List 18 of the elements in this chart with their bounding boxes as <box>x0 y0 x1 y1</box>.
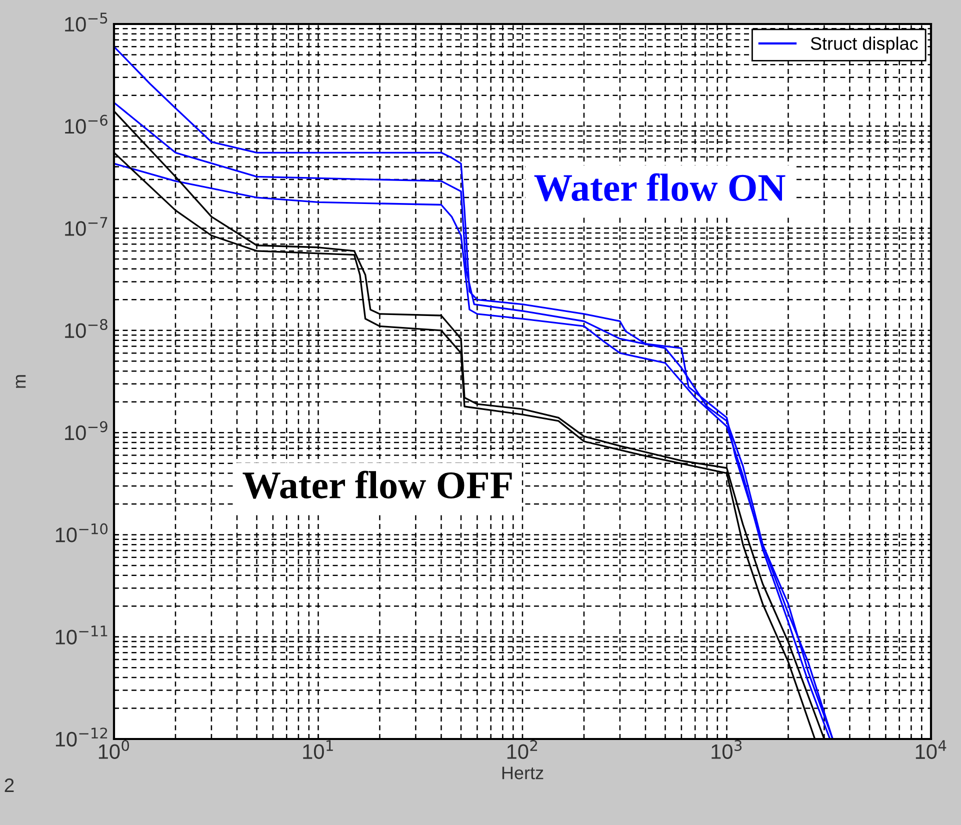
y-axis-title: m <box>16 375 26 388</box>
x-tick-label: 10$^{1}$ <box>303 740 333 760</box>
y-tick-label: 10$^{−5}$ <box>65 12 108 32</box>
x-tick-label: 10$^{3}$ <box>712 740 742 760</box>
legend-label: Struct displac <box>810 36 918 54</box>
x-tick-label: 10$^{2}$ <box>507 740 538 760</box>
y-tick-label: 10$^{−9}$ <box>65 421 108 440</box>
y-tick-label: 10$^{−10}$ <box>56 523 108 542</box>
annotation: Water flow ON <box>534 173 786 202</box>
y-tick-label: 10$^{−8}$ <box>65 319 108 338</box>
y-tick-label: 10$^{−7}$ <box>65 217 108 236</box>
y-tick-label: 10$^{−6}$ <box>65 114 108 134</box>
x-axis-title: Hertz <box>502 766 544 780</box>
x-tick-label: 10$^{4}$ <box>916 740 946 760</box>
x-tick-label: 10$^{0}$ <box>98 740 130 760</box>
y-tick-label: 10$^{−11}$ <box>56 626 108 644</box>
annotation: Water flow OFF <box>242 470 512 499</box>
text: 2 <box>4 778 14 792</box>
